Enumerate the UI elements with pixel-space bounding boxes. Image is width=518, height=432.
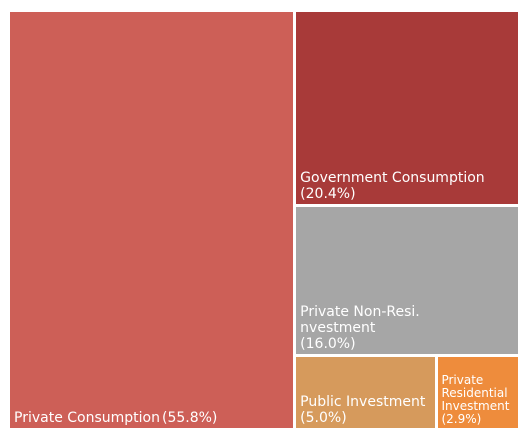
value-label: (2.9%) [441,411,482,426]
category-label: Private Residential Investment [441,372,510,413]
category-label: Private Consumption [14,410,160,426]
cell-label: Government Consumption (20.4%) [300,170,518,202]
treemap-cell: Private Consumption (55.8%) [10,12,294,428]
treemap-cell: Government Consumption (20.4%) [296,12,518,204]
value-label: (55.8%) [161,410,218,426]
treemap-cell: Public Investment (5.0%) [296,356,436,428]
category-label: Public Investment [300,393,426,410]
cell-label: Private Non-Resi. nvestment (16.0%) [300,304,518,352]
value-label: (5.0%) [300,409,347,426]
category-label: Government Consumption [300,169,485,186]
value-label: (20.4%) [300,185,356,202]
treemap-cell: Private Residential Investment (2.9%) [438,356,518,428]
value-label: (16.0%) [300,335,356,352]
category-label: Private Non-Resi. nvestment [300,303,420,336]
cell-label: Private Consumption (55.8%) [14,410,293,426]
cell-label: Private Residential Investment (2.9%) [441,372,518,426]
treemap-cell: Private Non-Resi. nvestment (16.0%) [296,206,518,354]
cell-label: Public Investment (5.0%) [300,394,435,426]
